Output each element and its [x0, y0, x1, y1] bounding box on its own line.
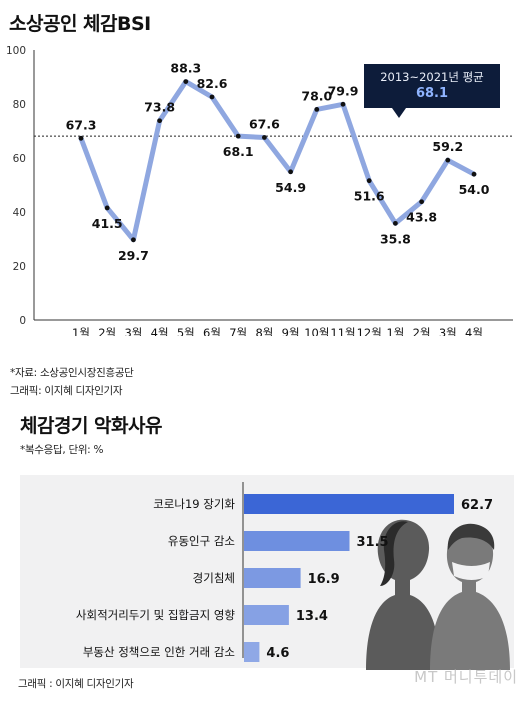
data-point — [314, 107, 320, 112]
x-tick-label: 2월 — [413, 326, 431, 336]
bar-value-label: 4.6 — [266, 646, 289, 661]
data-label: 59.2 — [432, 139, 463, 154]
bar-category-label: 부동산 정책으로 인한 거래 감소 — [83, 645, 235, 659]
data-label: 73.8 — [144, 100, 175, 115]
bar-chart-note: *복수응답, 단위: % — [20, 444, 104, 456]
data-point — [445, 157, 451, 163]
data-point — [419, 199, 424, 205]
data-point — [262, 135, 267, 140]
data-label: 79.9 — [328, 83, 359, 98]
average-callout: 2013~2021년 평균 68.1 — [364, 64, 500, 118]
y-tick-label: 60 — [13, 153, 26, 165]
average-label: 2013~2021년 평균 — [380, 70, 484, 84]
x-tick-label: 5월 — [177, 326, 195, 336]
bsi-series-line — [78, 79, 477, 243]
bar — [244, 605, 289, 625]
graphic-credit-bottom: 그래픽 : 이지혜 디자인기자 — [18, 678, 134, 690]
data-point — [288, 169, 293, 175]
bar-value-label: 13.4 — [296, 609, 328, 624]
data-point — [366, 178, 372, 184]
data-point — [78, 135, 84, 141]
bar-chart-title: 체감경기 악화사유 — [20, 415, 162, 437]
data-label: 29.7 — [118, 248, 149, 263]
bar-category-label: 코로나19 장기화 — [153, 497, 235, 511]
watermark-logo: MT 머니투데이 — [414, 668, 518, 686]
data-label: 78.0 — [301, 88, 332, 103]
y-tick-label: 100 — [6, 45, 26, 57]
data-label: 67.3 — [66, 117, 97, 132]
data-point — [471, 171, 477, 177]
x-tick-label: 4월 — [151, 326, 169, 336]
data-label: 41.5 — [92, 216, 123, 231]
data-label: 88.3 — [170, 61, 201, 76]
data-label: 82.6 — [197, 76, 228, 91]
x-tick-label: 6월 — [203, 326, 221, 336]
bar-value-label: 62.7 — [461, 498, 493, 513]
data-label: 51.6 — [354, 189, 385, 204]
bar-value-label: 31.5 — [357, 535, 389, 550]
graphic-credit-top: 그래픽: 이지혜 디자인기자 — [10, 385, 123, 397]
data-label: 54.9 — [275, 180, 306, 195]
x-tick-label: 1월 — [72, 326, 90, 336]
bar-category-label: 유동인구 감소 — [168, 534, 235, 548]
bar — [244, 531, 350, 551]
data-point — [157, 118, 163, 124]
x-tick-label: 9월 — [282, 326, 300, 336]
bar — [244, 568, 301, 588]
x-tick-label: 3월 — [439, 326, 457, 336]
data-point — [131, 237, 136, 243]
data-label: 67.6 — [249, 116, 280, 131]
y-tick-label: 0 — [19, 315, 26, 327]
data-point — [183, 79, 189, 84]
data-point — [393, 220, 398, 226]
data-label: 35.8 — [380, 231, 411, 246]
data-point — [235, 133, 241, 139]
x-tick-label: 7월 — [229, 326, 247, 336]
x-tick-label: 3월 — [124, 326, 142, 336]
x-tick-label: 2월 — [98, 326, 116, 336]
people-illustration-icon — [366, 519, 510, 670]
reasons-bar-chart: 코로나19 장기화 62.7 유동인구 감소 31.5 경기침체 16.9 사회적거리두기 … — [20, 475, 514, 670]
y-tick-label: 20 — [13, 261, 26, 273]
average-value: 68.1 — [415, 86, 449, 101]
bar-category-label: 사회적거리두기 및 집합금지 영향 — [76, 608, 236, 622]
source-note: *자료: 소상공인시장진흥공단 — [10, 367, 134, 379]
x-tick-label: 8월 — [255, 326, 273, 336]
data-label: 43.8 — [406, 210, 437, 225]
line-chart-title: 소상공인 체감BSI — [9, 13, 151, 35]
y-tick-label: 40 — [13, 207, 26, 219]
bar-value-label: 16.9 — [308, 572, 340, 587]
x-tick-label: 12월 — [357, 326, 382, 336]
data-label: 54.0 — [459, 182, 490, 197]
bar — [244, 494, 454, 514]
data-point — [209, 94, 215, 100]
x-tick-label: 4월 — [465, 326, 483, 336]
x-tick-label: 1월 — [386, 326, 404, 336]
y-tick-label: 80 — [13, 99, 26, 111]
bar-category-label: 경기침체 — [193, 571, 235, 585]
data-label: 68.1 — [223, 144, 254, 159]
bar — [244, 642, 260, 662]
data-point — [104, 205, 110, 211]
bsi-line-chart: 0 20 40 60 80 100 1월 2월 3월 4월 5월 6월 7월 8월 9월 10월 11월 12월 1… — [6, 45, 513, 336]
x-tick-label: 11월 — [330, 326, 355, 336]
data-point — [340, 101, 346, 107]
x-tick-label: 10월 — [304, 326, 329, 336]
